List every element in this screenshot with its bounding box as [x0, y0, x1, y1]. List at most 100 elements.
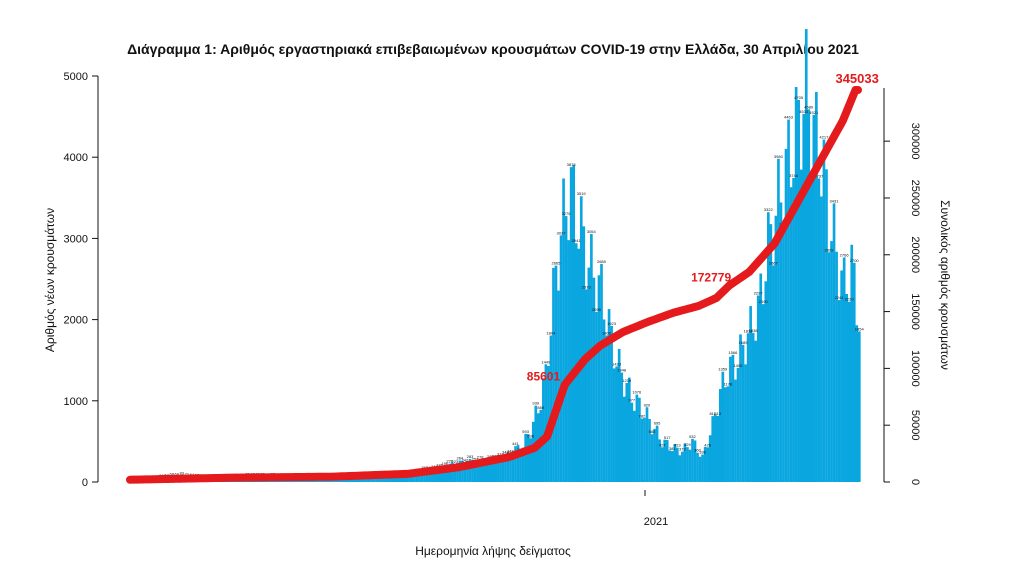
- bar: [648, 419, 651, 482]
- bar: [756, 295, 760, 482]
- annotation-label: 172779: [691, 271, 731, 285]
- bar: [466, 460, 469, 482]
- cumulative-line: [126, 86, 862, 484]
- bar: [782, 226, 785, 482]
- bar: [387, 477, 391, 482]
- bar-data-label: 381: [669, 446, 676, 451]
- bar: [850, 244, 854, 482]
- bar-data-label: 1178: [724, 381, 733, 386]
- bar-data-label: 3519: [577, 191, 587, 196]
- bar: [858, 331, 861, 482]
- bar: [425, 470, 429, 482]
- bar-data-label: 1804: [546, 331, 556, 336]
- bar-data-label: 1423: [612, 361, 622, 366]
- chart-title: Διάγραμμα 1: Αριθμός εργαστηριακά επιβεβ…: [127, 41, 859, 57]
- bar: [718, 389, 722, 482]
- bar-data-label: 429: [684, 442, 691, 447]
- bar-data-label: 2241: [835, 295, 845, 300]
- bar: [777, 158, 780, 483]
- bar-data-label: 1449: [541, 359, 551, 364]
- bar-data-label: 889: [537, 405, 544, 410]
- bar-data-label: 4521: [809, 110, 819, 115]
- bar: [847, 301, 851, 482]
- x-tick-label-2021: 2021: [644, 516, 668, 528]
- bar: [751, 332, 755, 482]
- bar: [822, 139, 826, 482]
- bar-data-label: 2190: [759, 299, 769, 304]
- bar: [696, 452, 699, 482]
- bar: [370, 478, 373, 482]
- bar: [461, 460, 464, 482]
- bar: [842, 257, 846, 482]
- bar-data-label: 2941: [572, 238, 582, 243]
- bar: [767, 212, 770, 483]
- bar: [339, 478, 343, 482]
- bar: [660, 447, 664, 482]
- bar: [605, 335, 608, 482]
- bar-data-label: 342: [502, 449, 509, 454]
- bar: [739, 334, 742, 482]
- bar: [526, 434, 530, 482]
- bar: [372, 478, 376, 482]
- bar: [744, 364, 747, 482]
- bar: [516, 445, 520, 482]
- bar: [706, 447, 709, 482]
- bar: [542, 378, 545, 482]
- bar: [471, 460, 474, 482]
- bar: [640, 418, 644, 482]
- bar: [769, 224, 773, 482]
- bar: [342, 479, 345, 482]
- bar: [693, 440, 697, 482]
- bar: [840, 270, 843, 482]
- annotation-label: 85601: [527, 370, 561, 384]
- bar: [734, 379, 737, 482]
- bar-data-label: 813: [714, 411, 721, 416]
- bar-data-label: 4217: [819, 135, 829, 140]
- bar: [721, 371, 725, 482]
- bar: [585, 289, 588, 482]
- bar: [655, 425, 659, 482]
- bar: [837, 300, 841, 482]
- bar-data-label: 348: [507, 449, 514, 454]
- bar: [428, 470, 431, 482]
- left-tick-label: 2000: [64, 315, 88, 327]
- bar: [855, 325, 859, 482]
- bar-data-label: 150: [421, 465, 428, 470]
- bar: [852, 262, 856, 482]
- bar: [392, 476, 396, 482]
- bar: [617, 348, 621, 482]
- bar: [514, 446, 517, 482]
- bar: [435, 469, 439, 482]
- bar: [607, 309, 611, 482]
- bar-data-label: 223: [451, 459, 458, 464]
- bar: [385, 477, 388, 482]
- bar-data-label: 782: [639, 414, 646, 419]
- bar: [337, 478, 340, 482]
- bar-data-label: 338: [699, 450, 706, 455]
- bar-data-label: 2829: [824, 247, 834, 252]
- bar: [488, 458, 492, 482]
- bar: [453, 463, 457, 482]
- bar: [562, 178, 565, 482]
- bar-data-label: 441: [512, 441, 519, 446]
- bar-data-label: 2373: [582, 284, 592, 289]
- left-tick-label: 1000: [64, 396, 88, 408]
- bar: [804, 29, 808, 483]
- bar-data-label: 226: [446, 459, 453, 464]
- bars-layer: [130, 29, 861, 483]
- bar: [668, 450, 672, 482]
- bar: [349, 478, 353, 482]
- bar: [552, 267, 555, 482]
- bar-data-label: 695: [654, 421, 661, 426]
- bar: [519, 451, 522, 482]
- bar: [772, 265, 775, 482]
- bar-data-label: 278: [477, 454, 484, 459]
- left-tick-label: 5000: [64, 71, 88, 83]
- bar: [344, 478, 348, 482]
- bar: [711, 416, 715, 482]
- bar-data-label: 3878: [567, 162, 577, 167]
- bar: [670, 451, 674, 482]
- bar-data-label: 2700: [850, 258, 860, 263]
- bar: [347, 478, 351, 482]
